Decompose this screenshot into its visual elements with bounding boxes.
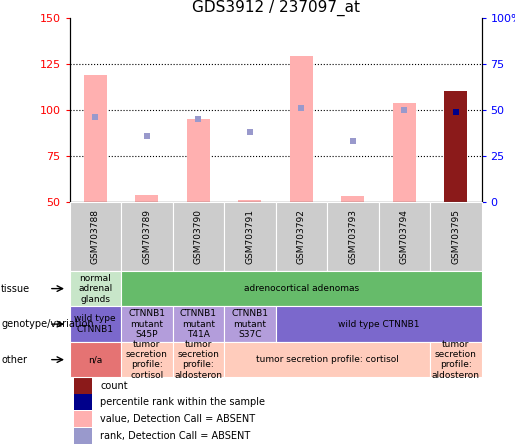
Text: count: count	[100, 381, 128, 391]
Bar	[444, 91, 468, 202]
Text: GSM703790: GSM703790	[194, 209, 203, 264]
Bar	[186, 119, 210, 202]
Text: GSM703793: GSM703793	[348, 209, 357, 264]
Bar	[238, 200, 261, 202]
Bar	[74, 378, 92, 394]
Bar	[135, 194, 159, 202]
Text: CTNNB1
mutant
S45P: CTNNB1 mutant S45P	[128, 309, 165, 339]
Bar	[289, 56, 313, 202]
Text: n/a: n/a	[88, 355, 102, 364]
Text: GSM703791: GSM703791	[245, 209, 254, 264]
Bar	[74, 394, 92, 410]
Text: GSM703795: GSM703795	[451, 209, 460, 264]
Bar	[74, 411, 92, 427]
Text: adrenocortical adenomas: adrenocortical adenomas	[244, 284, 359, 293]
Text: tumor
secretion
profile:
aldosteron: tumor secretion profile: aldosteron	[432, 340, 480, 380]
Title: GDS3912 / 237097_at: GDS3912 / 237097_at	[192, 0, 359, 16]
Text: GSM703789: GSM703789	[142, 209, 151, 264]
Text: rank, Detection Call = ABSENT: rank, Detection Call = ABSENT	[100, 431, 251, 441]
Text: tumor
secretion
profile:
aldosteron: tumor secretion profile: aldosteron	[174, 340, 222, 380]
Text: GSM703794: GSM703794	[400, 209, 409, 264]
Text: tissue: tissue	[1, 284, 30, 293]
Text: wild type
CTNNB1: wild type CTNNB1	[75, 314, 116, 334]
Bar	[392, 103, 416, 202]
Text: normal
adrenal
glands: normal adrenal glands	[78, 274, 112, 304]
Text: GSM703788: GSM703788	[91, 209, 100, 264]
Bar	[74, 428, 92, 444]
Text: value, Detection Call = ABSENT: value, Detection Call = ABSENT	[100, 414, 255, 424]
Text: other: other	[1, 355, 27, 365]
Text: CTNNB1
mutant
T41A: CTNNB1 mutant T41A	[180, 309, 217, 339]
Bar	[341, 197, 365, 202]
Text: wild type CTNNB1: wild type CTNNB1	[338, 320, 419, 329]
Bar	[83, 75, 107, 202]
Text: GSM703792: GSM703792	[297, 209, 306, 264]
Text: tumor secretion profile: cortisol: tumor secretion profile: cortisol	[255, 355, 399, 364]
Text: percentile rank within the sample: percentile rank within the sample	[100, 397, 265, 408]
Text: genotype/variation: genotype/variation	[1, 319, 94, 329]
Text: tumor
secretion
profile:
cortisol: tumor secretion profile: cortisol	[126, 340, 168, 380]
Text: CTNNB1
mutant
S37C: CTNNB1 mutant S37C	[231, 309, 268, 339]
